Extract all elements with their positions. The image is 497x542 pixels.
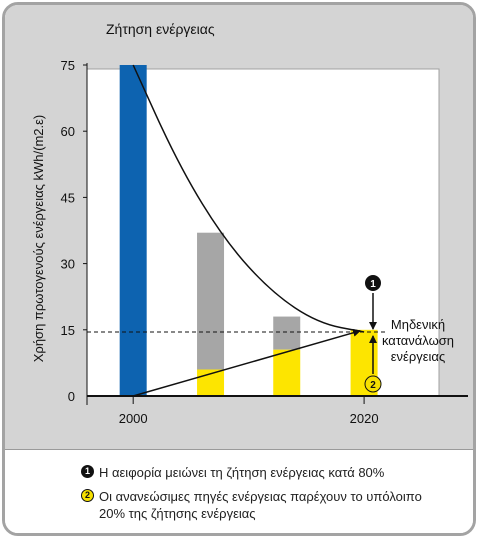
marker-1-label: 1	[370, 279, 376, 290]
bar-2-demand	[197, 232, 225, 370]
chart-title: Ζήτηση ενέργειας	[106, 21, 215, 37]
marker-1-icon: 1	[81, 465, 94, 478]
legend-item-2-text: Οι ανανεώσιμες πηγές ενέργειας παρέχουν …	[99, 489, 422, 504]
demand-curve	[132, 64, 365, 333]
x-tick-label: 2020	[350, 411, 379, 426]
x-tick-label: 2000	[119, 411, 148, 426]
y-tick-label: 0	[68, 389, 75, 404]
bar-1-demand	[119, 65, 147, 396]
bar-3-demand	[273, 316, 301, 350]
y-tick-label: 15	[61, 323, 75, 338]
bar-3-renewable	[273, 349, 301, 396]
marker-1-icon	[365, 275, 381, 291]
chart-panel: Ζήτηση ενέργειας Χρήση πρωτογενούς ενέργε…	[5, 5, 473, 449]
y-tick-label: 75	[61, 58, 75, 73]
marker-2-icon: 2	[81, 489, 94, 502]
legend: 1 Η αειφορία μειώνει τη ζήτηση ενέργειας…	[5, 449, 473, 533]
marker-2-label: 2	[370, 380, 376, 391]
annotation-text-line: Μηδενική	[391, 317, 445, 332]
energy-demand-chart: Ζήτηση ενέργειας Χρήση πρωτογενούς ενέργε…	[31, 21, 468, 426]
figure-frame: Ζήτηση ενέργειας Χρήση πρωτογενούς ενέργε…	[2, 2, 476, 536]
y-tick-label: 45	[61, 190, 75, 205]
y-tick-label: 60	[61, 124, 75, 139]
y-axis-label: Χρήση πρωτογενούς ενέργειας kWh/(m2.ε)	[31, 115, 46, 362]
annotation-text-line: ενέργειας	[391, 349, 445, 364]
legend-item-1-text: Η αειφορία μειώνει τη ζήτηση ενέργειας κ…	[99, 465, 385, 480]
annotation-text-line: κατανάλωση	[382, 333, 454, 348]
legend-item-2-text-line2: 20% της ζήτησης ενέργειας	[99, 506, 256, 521]
renewable-arrow	[132, 328, 362, 397]
marker-2-icon	[364, 375, 382, 393]
y-tick-label: 30	[61, 257, 75, 272]
